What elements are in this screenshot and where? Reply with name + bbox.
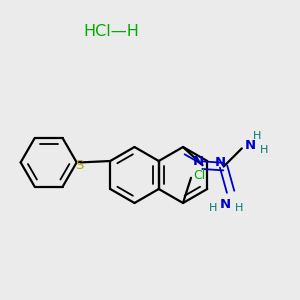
Text: N: N	[193, 155, 204, 168]
Text: S: S	[75, 159, 83, 172]
Text: N: N	[220, 198, 231, 211]
Text: Cl: Cl	[193, 169, 205, 182]
Text: HCl—H: HCl—H	[83, 24, 139, 39]
Text: H: H	[234, 203, 243, 213]
Text: N: N	[245, 139, 256, 152]
Text: N: N	[215, 155, 226, 169]
Text: H: H	[253, 131, 261, 141]
Text: H: H	[208, 203, 217, 213]
Text: H: H	[260, 146, 268, 155]
